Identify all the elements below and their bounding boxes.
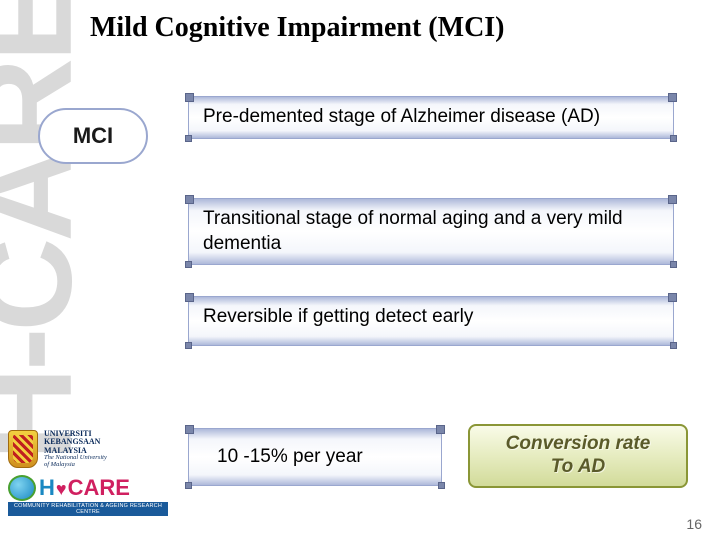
heart-icon: ♥	[56, 479, 67, 500]
mci-badge: MCI	[38, 108, 148, 164]
info-box-2-text: Transitional stage of normal aging and a…	[203, 208, 623, 254]
info-box-3-text: Reversible if getting detect early	[203, 306, 473, 327]
hcare-h: H	[39, 475, 55, 501]
mci-badge-text: MCI	[73, 123, 113, 149]
info-box-3: Reversible if getting detect early	[188, 296, 674, 346]
info-box-1: Pre-demented stage of Alzheimer disease …	[188, 96, 674, 139]
info-box-1-text: Pre-demented stage of Alzheimer disease …	[203, 106, 600, 127]
conversion-line1: Conversion rate	[506, 433, 651, 456]
hcare-logo: H ♥ CARE	[8, 475, 178, 501]
university-logo: UNIVERSITI KEBANGSAAN MALAYSIA The Natio…	[8, 430, 178, 469]
hcare-globe-icon	[8, 475, 36, 501]
conversion-callout: Conversion rate To AD	[468, 424, 688, 488]
info-box-4-text: 10 -15% per year	[217, 445, 363, 470]
university-crest-icon	[8, 430, 38, 468]
hcare-care: CARE	[68, 475, 130, 501]
info-box-2: Transitional stage of normal aging and a…	[188, 198, 674, 265]
info-box-4: 10 -15% per year	[188, 428, 442, 486]
watermark: H-CARE	[0, 20, 96, 420]
university-sub-2: of Malaysia	[44, 462, 107, 469]
conversion-line2: To AD	[551, 456, 606, 479]
logo-block: UNIVERSITI KEBANGSAAN MALAYSIA The Natio…	[8, 430, 178, 516]
watermark-text: H-CARE	[0, 0, 101, 461]
page-number: 16	[686, 516, 702, 532]
hcare-tagline: COMMUNITY REHABILITATION & AGEING RESEAR…	[8, 502, 168, 516]
page-title: Mild Cognitive Impairment (MCI)	[90, 12, 505, 44]
